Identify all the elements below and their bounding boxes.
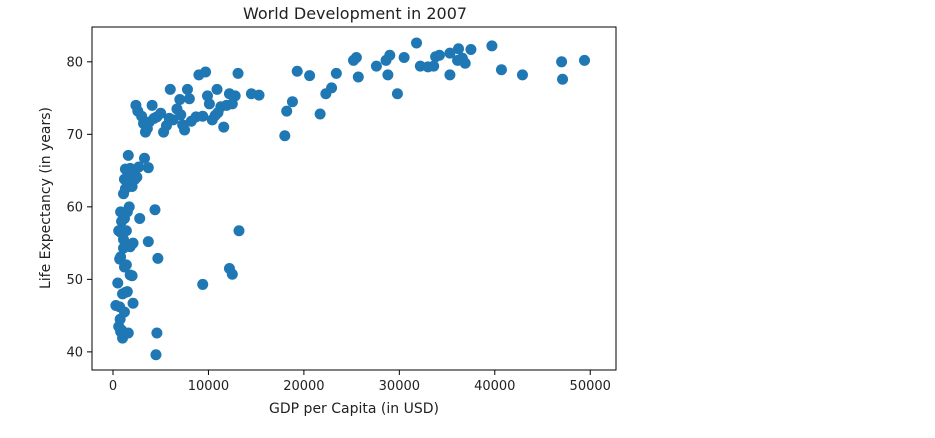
y-tick-label: 50: [66, 273, 83, 288]
scatter-point: [398, 51, 410, 63]
scatter-point: [459, 57, 471, 69]
scatter-point: [133, 161, 145, 173]
scatter-point: [181, 83, 193, 95]
x-tick-label: 50000: [570, 379, 611, 394]
x-tick-label: 30000: [379, 379, 420, 394]
scatter-point: [281, 105, 293, 117]
chart-title: World Development in 2007: [243, 4, 467, 23]
scatter-point: [150, 349, 162, 361]
scatter-point: [352, 71, 364, 83]
scatter-point: [127, 237, 139, 249]
scatter-point: [330, 67, 342, 79]
scatter-point: [164, 83, 176, 95]
x-tick-label: 20000: [283, 379, 324, 394]
scatter-point: [134, 212, 146, 224]
scatter-point: [124, 162, 136, 174]
x-tick-label: 10000: [188, 379, 229, 394]
scatter-point: [279, 130, 291, 142]
scatter-point: [428, 60, 440, 72]
scatter-point: [291, 65, 303, 77]
scatter-point: [382, 69, 394, 81]
scatter-point: [286, 96, 298, 108]
scatter-point: [197, 110, 209, 122]
scatter-point: [155, 107, 167, 119]
y-tick-label: 40: [66, 345, 83, 360]
scatter-point: [453, 43, 465, 55]
scatter-point: [516, 69, 528, 81]
scatter-point: [486, 40, 498, 52]
x-tick-label: 0: [109, 379, 117, 394]
scatter-point: [433, 49, 445, 61]
scatter-point: [229, 90, 241, 102]
y-axis-label: Life Expectancy (in years): [38, 107, 54, 289]
scatter-point: [444, 47, 456, 59]
scatter-point: [253, 89, 265, 101]
scatter-point: [203, 98, 215, 110]
scatter-point: [350, 51, 362, 63]
data-points-layer: [110, 37, 590, 361]
scatter-point: [232, 67, 244, 79]
y-tick-label: 80: [66, 55, 83, 70]
scatter-point: [118, 306, 130, 318]
scatter-point: [122, 327, 134, 339]
scatter-point: [151, 327, 163, 339]
scatter-point: [142, 236, 154, 248]
scatter-point: [444, 69, 456, 81]
scatter-point: [149, 204, 161, 216]
scatter-point: [112, 277, 124, 289]
scatter-point: [115, 206, 127, 218]
plot-area-frame: [91, 26, 617, 371]
scatter-point: [557, 73, 569, 85]
scatter-point: [121, 286, 133, 298]
scatter-point: [211, 83, 223, 95]
scatter-point: [326, 82, 338, 94]
scatter-point: [129, 173, 141, 185]
scatter-point: [233, 225, 245, 237]
scatter-point: [179, 124, 191, 136]
scatter-point: [152, 252, 164, 264]
x-axis-label: GDP per Capita (in USD): [269, 401, 439, 417]
scatter-point: [122, 149, 134, 161]
y-axis: 40 50 60 70 80: [66, 55, 92, 360]
scatter-point: [556, 56, 568, 68]
scatter-point: [579, 54, 590, 66]
x-axis: 0 10000 20000 30000 40000 50000: [109, 370, 611, 394]
scatter-point: [391, 88, 403, 100]
scatter-point: [304, 70, 316, 82]
scatter-point: [139, 152, 150, 164]
scatter-point: [495, 64, 507, 76]
scatter-point: [183, 93, 195, 105]
scatter-point: [200, 66, 212, 78]
scatter-point: [118, 233, 129, 245]
scatter-point: [411, 37, 423, 49]
scatter-point: [226, 268, 238, 280]
scatter-point: [142, 162, 154, 174]
scatter-point: [120, 259, 132, 271]
y-tick-label: 70: [66, 128, 83, 143]
scatter-point: [370, 60, 382, 72]
scatter-point: [126, 270, 138, 282]
scatter-point: [197, 278, 209, 290]
scatter-point: [120, 225, 132, 237]
scatter-point: [465, 43, 477, 55]
scatter-point: [127, 297, 139, 309]
scatter-point: [123, 201, 135, 213]
scatter-point: [146, 99, 158, 111]
scatter-point: [384, 49, 396, 61]
y-tick-label: 60: [66, 200, 83, 215]
scatter-point: [218, 121, 230, 133]
scatter-point: [115, 251, 127, 263]
scatter-point: [175, 109, 187, 121]
x-tick-label: 40000: [474, 379, 515, 394]
scatter-point: [314, 108, 326, 120]
scatter-point: [174, 94, 186, 106]
